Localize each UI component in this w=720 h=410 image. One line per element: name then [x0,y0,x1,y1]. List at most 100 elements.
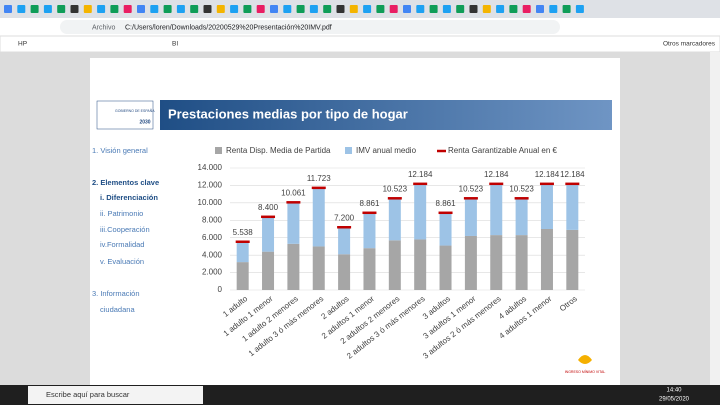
bookmark[interactable]: HP [18,41,27,48]
tab-icon [456,5,465,13]
bar-segment [414,239,427,290]
tab-icon [336,5,345,13]
bar-segment [490,183,503,236]
bookmark[interactable]: Otros marcadores [663,41,716,48]
bar-segment [338,228,351,255]
logo-text: GOBIERNO DE ESPAÑA [115,108,155,113]
bar-segment [515,198,528,236]
bar-segment [414,183,427,240]
scrollbar[interactable] [710,52,720,385]
menu-item: v. Evaluación [100,257,144,266]
footer-logo: INGRESO MÍNIMO VITAL [565,370,606,374]
tab-icon [416,5,425,13]
tab-icon [216,5,225,13]
tab-icon [243,5,252,13]
legend-label: Renta Disp. Media de Partida [226,146,331,155]
y-tick-label: 2.000 [202,268,223,277]
menu-item: iii.Cooperación [100,225,150,234]
legend-swatch [345,147,352,154]
legend-label: IMV anual medio [356,146,417,155]
tab-icon [323,5,332,13]
bar-segment [464,235,477,290]
bar-segment [363,248,376,290]
bar-segment [464,198,477,236]
tab-icon [163,5,172,13]
bar-segment [566,183,579,230]
data-label: 10.061 [281,188,306,197]
bar-segment [287,202,300,244]
address-bar[interactable] [60,20,560,34]
tab-icon [176,5,185,13]
legend-label: Renta Garantizable Anual en € [448,146,558,155]
bar-segment [566,229,579,290]
tab-icon [57,5,66,13]
tab-icon [203,5,212,13]
title-banner [160,100,612,130]
menu-item: 2. Elementos clave [92,178,159,187]
bar-segment [439,245,452,290]
data-label: 12.184 [408,170,433,179]
tab-icon [522,5,531,13]
bar-segment [287,243,300,290]
bar-segment [236,242,249,263]
data-label: 12.184 [535,170,560,179]
bar-segment [262,251,275,290]
data-label: 5.538 [233,228,254,237]
tab-icon [83,5,92,13]
menu-item: ii. Patrimonio [100,209,143,218]
clock-date: 29/05/2020 [659,397,690,403]
tab-icon [97,5,106,13]
tab-icon [429,5,438,13]
y-tick-label: 6.000 [202,233,223,242]
bar-segment [236,262,249,290]
address-scheme: Archivo [92,24,115,31]
tab-icon [376,5,385,13]
menu-item: i. Diferenciación [100,193,158,202]
tab-icon [30,5,39,13]
tab-icon [296,5,305,13]
bar-segment [388,240,401,290]
bar-segment [540,183,553,229]
bookmarks-bar [0,35,720,53]
bar-segment [540,229,553,290]
search-box[interactable] [28,386,203,404]
bar-segment [338,254,351,290]
y-tick-label: 12.000 [198,181,223,190]
menu: 1. Visión general 2. Elementos clave i. Di… [92,146,159,314]
clock-time: 14:40 [666,388,682,394]
tab-icon [575,5,584,13]
tab-icon [190,5,199,13]
y-tick-label: 4.000 [202,250,223,259]
tab-icon [137,5,145,13]
data-label: 10.523 [459,184,484,193]
bar-segment [490,235,503,290]
legend-swatch [215,147,222,154]
tab-icon [469,5,478,13]
y-tick-label: 14.000 [198,163,223,172]
y-tick-label: 8.000 [202,215,223,224]
bar-segment [515,235,528,290]
tab-icon [230,5,239,13]
tab-icon [4,5,12,13]
tab-icon [509,5,518,13]
bar-segment [262,217,275,252]
tab-icon [496,5,505,13]
data-label: 10.523 [509,184,534,193]
footer-logo-icon [578,355,592,364]
search-placeholder: Escribe aquí para buscar [46,390,130,399]
bar-segment [363,213,376,249]
tab-icon [43,5,52,13]
tab-icon [256,5,265,13]
bookmark[interactable]: BI [172,41,178,48]
data-label: 8.861 [359,199,380,208]
tab-icon [363,5,372,13]
tab-icon [270,5,278,13]
tab-icon [536,5,544,13]
y-tick-label: 0 [218,285,223,294]
tab-bar [0,0,720,18]
bar-segment [312,246,325,290]
tab-icon [283,5,292,13]
tabs [4,5,584,13]
tab-icon [309,5,318,13]
menu-item: iv.Formalidad [100,240,144,249]
